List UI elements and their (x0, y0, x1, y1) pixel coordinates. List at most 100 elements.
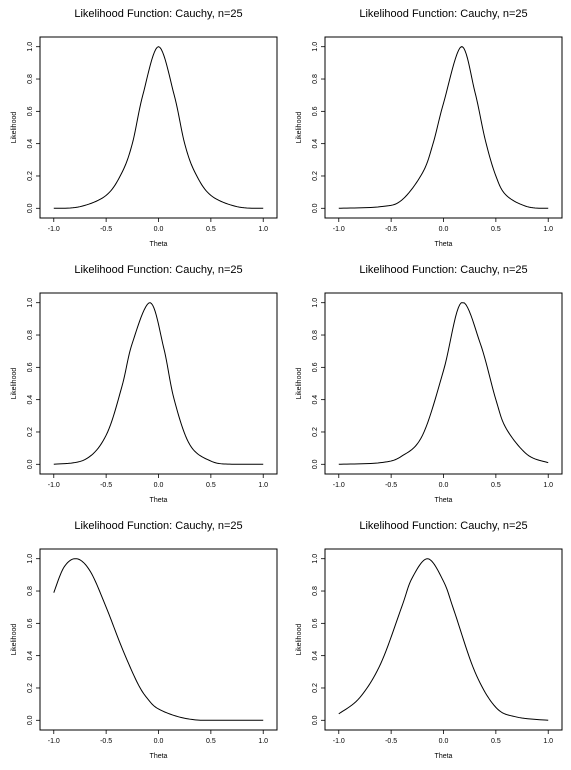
y-tick-label: 0.8 (312, 586, 319, 596)
y-axis-label: Likelihood (296, 624, 303, 656)
y-axis-label: Likelihood (296, 112, 303, 144)
chart-title: Likelihood Function: Cauchy, n=25 (74, 520, 242, 532)
y-tick-label: 1.0 (312, 42, 319, 52)
x-tick-label: 0.0 (439, 482, 449, 489)
x-tick-label: -1.0 (333, 226, 345, 233)
plot-frame (324, 36, 563, 219)
x-tick-label: 0.5 (491, 226, 501, 233)
x-tick-label: 1.0 (543, 482, 553, 489)
y-tick-label: 0.0 (312, 715, 319, 725)
chart-title: Likelihood Function: Cauchy, n=25 (359, 520, 527, 532)
chart-panel-3: Likelihood Function: Cauchy, n=25 -1.0 -0.… (11, 264, 278, 504)
x-tick-label: 1.0 (258, 482, 268, 489)
y-tick-label: 0.8 (312, 74, 319, 84)
y-tick-label: 0.0 (27, 203, 34, 213)
y-axis-label: Likelihood (11, 624, 18, 656)
chart-panel-6: Likelihood Function: Cauchy, n=25 -1.0 -0.… (296, 520, 563, 760)
likelihood-curve (53, 558, 264, 721)
likelihood-curve (338, 302, 549, 465)
likelihood-curve (338, 46, 549, 209)
x-tick-label: -0.5 (385, 226, 397, 233)
y-axis-label: Likelihood (11, 368, 18, 400)
x-tick-label: 0.5 (206, 226, 216, 233)
x-tick-label: 0.5 (206, 482, 216, 489)
x-tick-label: -1.0 (48, 738, 60, 745)
x-axis-label: Theta (435, 753, 453, 760)
y-tick-label: 0.8 (27, 586, 34, 596)
x-tick-label: 0.0 (439, 738, 449, 745)
y-tick-label: 1.0 (27, 554, 34, 564)
y-tick-label: 0.4 (27, 139, 34, 149)
y-tick-label: 1.0 (312, 298, 319, 308)
y-tick-label: 0.2 (27, 683, 34, 693)
y-tick-label: 0.2 (27, 171, 34, 181)
chart-title: Likelihood Function: Cauchy, n=25 (359, 264, 527, 276)
y-tick-label: 0.2 (312, 171, 319, 181)
y-tick-label: 0.0 (27, 715, 34, 725)
y-tick-label: 0.0 (27, 459, 34, 469)
likelihood-curve (53, 46, 264, 209)
y-tick-label: 0.6 (27, 106, 34, 116)
x-axis-label: Theta (150, 241, 168, 248)
y-tick-label: 1.0 (27, 42, 34, 52)
y-tick-label: 0.2 (312, 427, 319, 437)
x-tick-label: 1.0 (543, 226, 553, 233)
x-tick-label: 0.5 (491, 738, 501, 745)
x-tick-label: -1.0 (333, 738, 345, 745)
x-axis-label: Theta (435, 497, 453, 504)
plot-frame (324, 548, 563, 731)
y-axis-label: Likelihood (296, 368, 303, 400)
x-tick-label: -0.5 (100, 482, 112, 489)
y-tick-label: 0.6 (312, 362, 319, 372)
likelihood-curve (53, 302, 264, 465)
chart-title: Likelihood Function: Cauchy, n=25 (359, 8, 527, 20)
plot-frame (324, 292, 563, 475)
y-tick-label: 0.4 (312, 139, 319, 149)
plot-frame (39, 292, 278, 475)
x-tick-label: 0.0 (154, 738, 164, 745)
y-tick-label: 0.6 (27, 618, 34, 628)
x-tick-label: 0.0 (439, 226, 449, 233)
chart-panel-4: Likelihood Function: Cauchy, n=25 -1.0 -0.… (296, 264, 563, 504)
chart-panel-2: Likelihood Function: Cauchy, n=25 -1.0 -0.… (296, 8, 563, 248)
plot-frame (39, 36, 278, 219)
y-tick-label: 0.8 (27, 330, 34, 340)
x-tick-label: -0.5 (385, 482, 397, 489)
likelihood-curve (338, 558, 549, 721)
chart-panel-5: Likelihood Function: Cauchy, n=25 -1.0 -0.… (11, 520, 278, 760)
x-tick-label: -0.5 (385, 738, 397, 745)
x-axis-label: Theta (150, 497, 168, 504)
y-tick-label: 0.4 (312, 651, 319, 661)
x-tick-label: -1.0 (48, 482, 60, 489)
x-tick-label: 1.0 (258, 226, 268, 233)
y-tick-label: 0.4 (27, 395, 34, 405)
chart-title: Likelihood Function: Cauchy, n=25 (74, 8, 242, 20)
x-tick-label: 1.0 (258, 738, 268, 745)
y-tick-label: 0.6 (312, 618, 319, 628)
y-tick-label: 0.6 (27, 362, 34, 372)
chart-title: Likelihood Function: Cauchy, n=25 (74, 264, 242, 276)
y-tick-label: 0.0 (312, 459, 319, 469)
x-axis-label: Theta (435, 241, 453, 248)
y-tick-label: 0.6 (312, 106, 319, 116)
chart-panel-1: Likelihood Function: Cauchy, n=25 -1.0 -0.… (11, 8, 278, 248)
y-tick-label: 0.4 (312, 395, 319, 405)
y-tick-label: 0.2 (27, 427, 34, 437)
x-axis-label: Theta (150, 753, 168, 760)
x-tick-label: 0.0 (154, 226, 164, 233)
y-axis-label: Likelihood (11, 112, 18, 144)
x-tick-label: 0.5 (491, 482, 501, 489)
y-tick-label: 0.8 (312, 330, 319, 340)
y-tick-label: 0.0 (312, 203, 319, 213)
x-tick-label: 0.5 (206, 738, 216, 745)
plot-frame (39, 548, 278, 731)
x-tick-label: -0.5 (100, 738, 112, 745)
x-tick-label: -1.0 (333, 482, 345, 489)
y-tick-label: 1.0 (312, 554, 319, 564)
y-tick-label: 0.8 (27, 74, 34, 84)
y-tick-label: 0.4 (27, 651, 34, 661)
y-tick-label: 1.0 (27, 298, 34, 308)
x-tick-label: -0.5 (100, 226, 112, 233)
